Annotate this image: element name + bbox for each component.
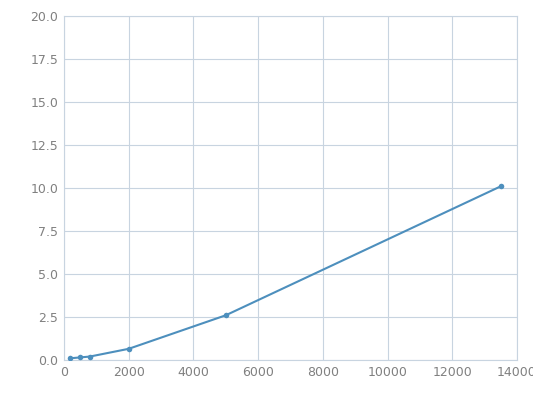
Point — [497, 183, 505, 190]
Point — [124, 346, 133, 352]
Point — [222, 312, 230, 318]
Point — [86, 353, 94, 360]
Point — [76, 354, 84, 361]
Point — [66, 355, 75, 362]
